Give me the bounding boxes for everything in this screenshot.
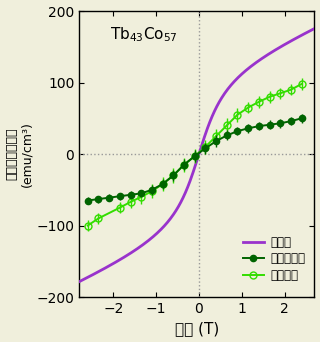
Text: Tb$_{43}$Co$_{57}$: Tb$_{43}$Co$_{57}$ <box>110 25 177 44</box>
X-axis label: 磁場 (T): 磁場 (T) <box>175 321 219 337</box>
Legend: 全磁化, スピン成分, 軌道成分: 全磁化, スピン成分, 軌道成分 <box>239 232 308 286</box>
Y-axis label: 磁気モーメント
(emu/cm³): 磁気モーメント (emu/cm³) <box>5 121 34 187</box>
